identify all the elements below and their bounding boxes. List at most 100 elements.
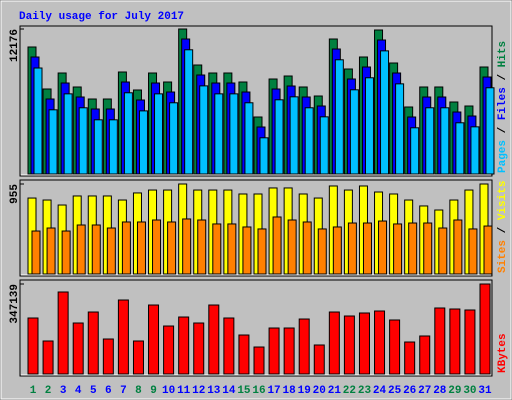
bar: [395, 83, 405, 175]
bar: [123, 92, 133, 175]
bar: [378, 220, 388, 275]
x-tick-label: 25: [388, 385, 402, 397]
x-tick-label: 1: [30, 385, 37, 397]
bar: [404, 341, 416, 375]
bar: [163, 325, 175, 375]
bar: [283, 327, 295, 375]
bar: [63, 93, 73, 175]
bar: [244, 102, 254, 175]
bar: [212, 223, 222, 275]
bar: [470, 126, 480, 175]
bar: [193, 322, 205, 375]
bar: [154, 93, 164, 175]
bar: [259, 137, 269, 175]
legend-separator: /: [497, 120, 509, 140]
legend: KBytes: [497, 333, 509, 373]
bar: [227, 223, 237, 275]
bar: [468, 228, 478, 275]
bar: [42, 340, 54, 375]
legend: Pages / Files / Hits: [497, 41, 509, 173]
bar: [242, 226, 252, 275]
bar: [419, 335, 431, 375]
x-tick-label: 8: [135, 385, 142, 397]
bar: [425, 107, 435, 175]
x-tick-label: 14: [222, 385, 236, 397]
x-tick-label: 23: [358, 385, 372, 397]
bar: [87, 311, 99, 375]
bar: [410, 127, 420, 175]
y-tick-label: 347139: [9, 284, 21, 324]
x-tick-label: 24: [373, 385, 387, 397]
x-tick-label: 22: [343, 385, 356, 397]
x-tick-label: 2: [45, 385, 52, 397]
bar: [289, 96, 299, 175]
bar: [169, 102, 179, 175]
bar: [449, 308, 461, 375]
bar: [208, 304, 220, 375]
x-tick-label: 31: [478, 385, 492, 397]
x-tick-label: 4: [75, 385, 82, 397]
bar: [332, 226, 342, 275]
bar: [61, 230, 71, 275]
legend-entry: Files: [497, 87, 509, 120]
x-tick-label: 30: [463, 385, 476, 397]
x-tick-label: 7: [120, 385, 127, 397]
bar: [102, 338, 114, 375]
bar: [313, 344, 325, 375]
bar: [72, 322, 84, 375]
bar: [483, 225, 493, 275]
x-tick-label: 16: [252, 385, 265, 397]
bar: [76, 224, 86, 275]
x-tick-label: 11: [177, 385, 191, 397]
bar: [423, 222, 433, 275]
bar: [27, 317, 39, 375]
bar: [182, 218, 192, 275]
bar: [48, 109, 58, 175]
bar: [229, 93, 239, 175]
bar: [108, 119, 118, 175]
bar: [31, 230, 41, 275]
bar: [358, 312, 370, 375]
bar: [184, 49, 194, 175]
legend-entry: KBytes: [497, 333, 509, 373]
bar: [453, 219, 463, 275]
bar: [57, 291, 69, 375]
bar: [408, 222, 418, 275]
bar: [389, 319, 401, 375]
bar: [223, 317, 235, 375]
bar: [364, 77, 374, 175]
x-tick-label: 21: [328, 385, 342, 397]
bar: [121, 221, 131, 275]
x-tick-label: 10: [162, 385, 175, 397]
bar: [136, 221, 146, 275]
bar: [197, 219, 207, 275]
legend: Sites / Visits: [497, 181, 509, 273]
bar: [93, 119, 103, 175]
bar: [440, 107, 450, 175]
x-tick-label: 15: [237, 385, 251, 397]
bar: [464, 309, 476, 375]
x-tick-label: 20: [313, 385, 326, 397]
legend-entry: Sites: [497, 240, 509, 273]
legend-entry: Hits: [497, 41, 509, 67]
legend-separator: /: [497, 67, 509, 87]
bar: [362, 222, 372, 275]
bar: [253, 346, 265, 375]
x-tick-label: 12: [192, 385, 205, 397]
x-tick-label: 18: [283, 385, 297, 397]
legend-separator: /: [497, 220, 509, 240]
bar: [287, 219, 297, 275]
bar: [152, 219, 162, 275]
bar: [268, 327, 280, 375]
bar: [178, 316, 190, 375]
bar: [334, 59, 344, 175]
bar: [302, 221, 312, 275]
legend-entry: Pages: [497, 140, 509, 173]
bar: [91, 224, 101, 275]
bar: [272, 216, 282, 275]
bar: [199, 85, 209, 175]
bar: [349, 89, 359, 175]
x-tick-label: 6: [105, 385, 112, 397]
